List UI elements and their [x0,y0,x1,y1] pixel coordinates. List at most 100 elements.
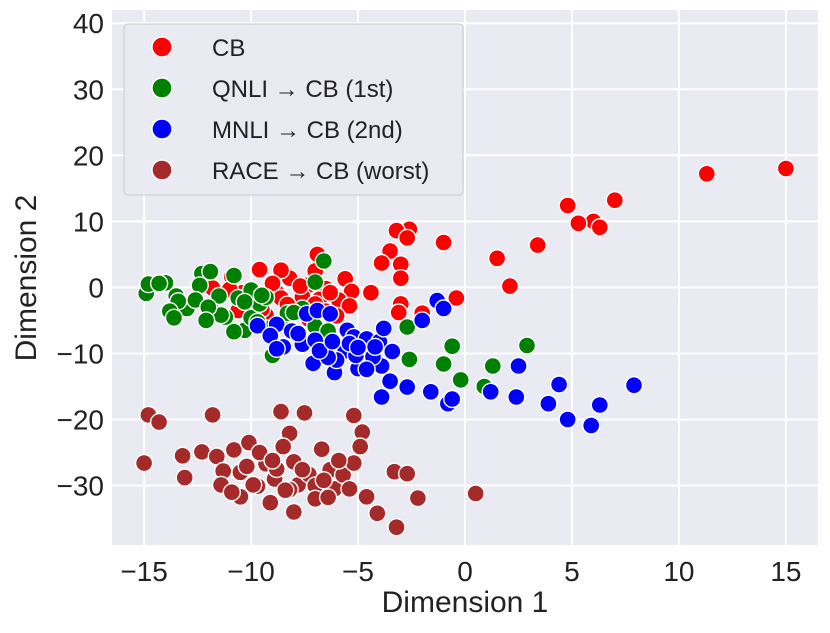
series-2 [248,291,644,435]
y-tick-label: −30 [57,471,105,502]
data-point [434,354,453,374]
data-point [357,360,376,379]
y-tick-label: −10 [57,338,105,369]
y-tick-label: 10 [73,206,104,237]
data-point [149,412,169,432]
data-point [539,394,558,413]
legend-marker-qnli [151,77,173,99]
data-point [351,437,370,456]
data-point [361,283,381,302]
y-tick-label: −20 [57,405,105,436]
data-points [134,159,796,537]
data-point [451,370,470,390]
data-point [196,311,216,330]
y-tick-labels: −30 −20 −10 0 10 20 30 40 [57,8,105,501]
data-point [528,235,547,255]
data-point [312,440,331,459]
legend-box [123,23,464,196]
y-tick-label: 20 [73,140,104,171]
y-axis-label: Dimension 2 [10,195,43,362]
data-point [323,332,342,351]
data-point [224,266,244,285]
data-point [590,395,609,415]
data-point [624,376,644,395]
data-point [243,475,263,495]
data-point [271,261,291,280]
data-point [340,479,359,499]
legend-marker-mnli [151,118,173,140]
data-point [558,196,577,215]
data-point [250,260,269,279]
data-point [434,299,453,318]
data-point [483,356,502,376]
data-point [261,493,280,512]
data-point [134,453,154,473]
x-axis-label: Dimension 1 [382,586,549,619]
data-point [235,292,254,312]
data-point [605,190,624,210]
data-point [276,481,295,500]
legend-label-cb: CB [212,35,245,62]
data-point [314,471,333,490]
x-tick-label: 0 [457,556,473,587]
data-point [517,336,537,355]
data-point [348,338,368,357]
data-point [274,437,293,456]
x-tick-label: 15 [770,556,801,587]
data-point [481,382,500,401]
data-point [252,286,271,305]
data-point [310,341,329,360]
data-point [293,460,312,479]
data-point [398,464,417,483]
data-point [400,350,419,369]
data-point [209,286,229,306]
data-point [222,483,242,502]
data-point [466,484,485,503]
data-point [389,303,408,322]
data-point [237,457,257,476]
data-point [288,324,308,343]
data-point [569,214,588,233]
y-tick-label: 40 [73,8,104,39]
data-point [447,288,466,308]
y-tick-label: 30 [73,74,104,105]
data-point [776,159,796,178]
data-point [203,405,222,425]
data-point [507,387,526,407]
data-point [582,416,601,435]
data-point [295,403,314,423]
data-point [549,375,569,394]
x-tick-label: 10 [663,556,694,587]
data-point [175,468,194,487]
data-point [321,304,340,323]
data-point [443,337,462,356]
x-tick-label: −15 [120,556,168,587]
data-point [443,389,462,409]
data-point [391,269,410,288]
series-3 [134,402,485,537]
data-point [590,218,609,237]
data-point [224,322,244,341]
data-point [271,402,291,421]
data-point [383,342,402,361]
data-point [398,377,417,397]
data-point [398,228,417,248]
legend-marker-race [151,159,173,181]
x-tick-labels: −15 −10 −5 0 5 10 15 [120,556,801,587]
data-point [408,488,428,508]
legend-label-qnli: QNLI → CB (1st) [212,76,393,103]
data-point [321,283,340,302]
data-point [306,272,325,292]
data-point [380,372,400,391]
data-point [224,440,244,460]
legend-label-race: RACE → CB (worst) [212,158,429,185]
data-point [267,339,286,358]
data-point [263,451,282,470]
data-point [398,317,417,337]
legend-marker-cb [151,36,173,58]
data-point [248,316,267,335]
data-point [173,446,192,465]
data-point [509,356,528,376]
data-point [558,410,577,429]
